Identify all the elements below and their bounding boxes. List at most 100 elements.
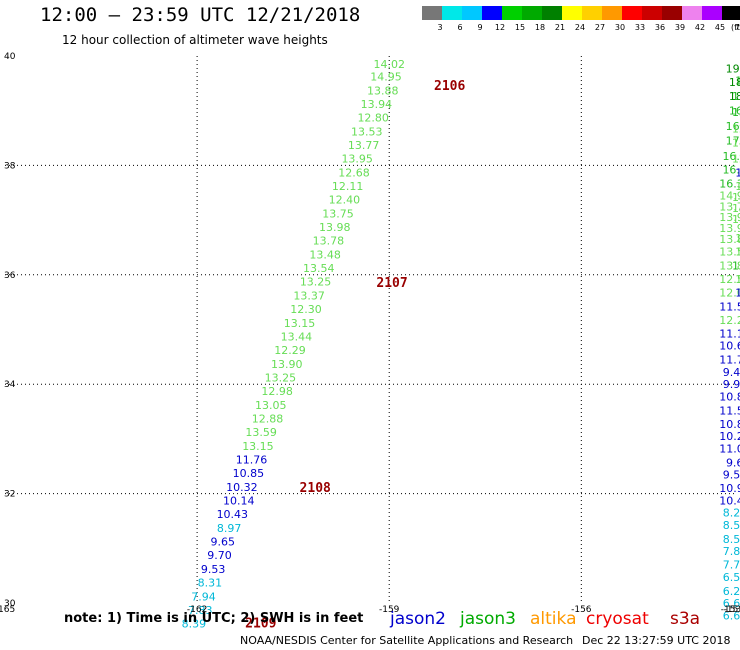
swh-value-label: 13.37 (293, 289, 325, 302)
swh-value-label: 10.43 (217, 508, 249, 521)
swh-value-label: 6.57 (723, 571, 740, 584)
color-scale-swatch (542, 6, 562, 20)
color-scale-swatch (522, 6, 542, 20)
color-scale-swatch (622, 6, 642, 20)
footer-note: note: 1) Time is in UTC; 2) SWH is in fe… (64, 611, 364, 626)
color-scale-swatch (482, 6, 502, 20)
swh-value-label: 12.52 (732, 153, 740, 166)
color-scale-label: 6 (457, 23, 462, 32)
x-tick-label: -165 (0, 605, 15, 615)
swh-value-label: 7.72 (723, 559, 740, 572)
color-scale-label: 30 (615, 23, 625, 32)
swh-value-label: 9.57 (723, 468, 740, 481)
swh-value-label: 13.10 (732, 213, 740, 226)
swh-value-label: 12.29 (274, 344, 306, 357)
swh-value-label: 15.44 (732, 106, 740, 119)
swh-value-label: 8.97 (217, 522, 242, 535)
swh-value-label: 13.15 (284, 317, 316, 330)
color-scale-swatch (642, 6, 662, 20)
color-scale-swatch (562, 6, 582, 20)
swh-value-label: 13.50 (719, 246, 740, 259)
swh-value-label: 12.01 (719, 287, 740, 300)
swh-value-label: 13.95 (341, 153, 373, 166)
swh-value-label: 14.50 (732, 191, 740, 204)
swh-value-label: 11.07 (719, 443, 740, 456)
swh-value-label: 8.25 (723, 507, 740, 520)
color-scale-label: 70 (735, 23, 740, 32)
swh-value-label: 13.97 (719, 222, 740, 235)
swh-value-label: 14.35 (732, 136, 740, 149)
swh-value-label: 13.94 (361, 98, 393, 111)
legend-entry-s3a: s3a (670, 609, 701, 629)
color-scale-label: 21 (555, 23, 565, 32)
swh-value-label: 13.88 (367, 84, 399, 97)
swh-value-label: 13.75 (322, 207, 354, 220)
y-tick-label: 40 (4, 52, 16, 62)
swh-value-label: 14.02 (373, 58, 405, 71)
swh-value-label: 13.50 (732, 202, 740, 215)
swh-value-label: 13.53 (351, 125, 383, 138)
swh-value-label: 13.05 (255, 399, 287, 412)
swh-value-label: 12.51 (719, 273, 740, 286)
swh-value-label: 10.84 (719, 418, 740, 431)
swh-value-label: 9.41 (723, 366, 740, 379)
swh-value-label: 13.90 (271, 358, 303, 371)
swh-value-label: 10.90 (719, 482, 740, 495)
swh-value-label: 11.79 (735, 166, 740, 179)
swh-value-label: 12.68 (338, 166, 370, 179)
color-scale-swatch (662, 6, 682, 20)
swh-value-label: 14.95 (370, 71, 402, 84)
swh-value-label: 6.64 (723, 609, 740, 622)
color-scale-label: 15 (515, 23, 525, 32)
swh-value-label: 13.46 (735, 232, 740, 245)
color-scale-swatch (722, 6, 740, 20)
y-tick-label: 36 (4, 271, 16, 281)
swh-value-label: 13.44 (281, 330, 313, 343)
x-tick-label: -153 (721, 605, 740, 615)
swh-value-label: 9.70 (207, 549, 232, 562)
color-scale-swatch (442, 6, 462, 20)
swh-value-label: 12.40 (329, 194, 361, 207)
color-scale-label: 3 (437, 23, 442, 32)
swh-value-label: 10.43 (719, 495, 740, 508)
swh-value-label: 17.95 (726, 135, 740, 148)
swh-value-label: 10.32 (226, 481, 258, 494)
swh-value-label: 10.31 (738, 300, 740, 313)
swh-value-label: 10.68 (719, 340, 740, 353)
swh-value-label: 11.76 (236, 454, 268, 467)
data-marks: 14.0214.9513.8813.9412.8013.5313.7713.95… (182, 58, 740, 632)
color-scale-label: 45 (715, 23, 725, 32)
swh-value-label: 17.81 (735, 74, 740, 87)
color-scale-label: 42 (695, 23, 705, 32)
swh-value-label: 16.21 (722, 150, 740, 163)
x-tick-label: -156 (571, 605, 592, 615)
color-scale-label: 36 (655, 23, 665, 32)
y-tick-label: 38 (4, 161, 16, 171)
swh-value-label: 13.30 (735, 246, 740, 259)
swh-value-label: 10.85 (233, 467, 265, 480)
axis-ticks: -165 -162 -159 -156 -153-15 30 32 34 36 38 40 (0, 52, 740, 615)
color-scale-swatch (582, 6, 602, 20)
swh-value-label: 18.64 (729, 76, 740, 89)
color-scale-label: (ft) (731, 23, 740, 32)
swh-value-label: 13.78 (313, 235, 345, 248)
swh-value-label: 18.08 (729, 90, 740, 103)
swh-value-label: 10.14 (223, 495, 255, 508)
chart-subtitle: 12 hour collection of altimeter wave hei… (62, 33, 328, 47)
swh-value-label: 7.81 (723, 545, 740, 558)
swh-value-label: 13.95 (719, 211, 740, 224)
swh-value-label: 13.80 (719, 233, 740, 246)
swh-value-label: 7.83 (188, 604, 213, 617)
color-scale-swatch (502, 6, 522, 20)
swh-value-label: 16.35 (719, 177, 740, 190)
swh-value-label: 13.25 (265, 371, 297, 384)
pass-time-label: 2106 (434, 79, 465, 94)
x-tick-label: -162 (187, 605, 207, 615)
swh-value-label: 12.11 (332, 180, 364, 193)
swh-value-label: 13.15 (242, 440, 274, 453)
color-scale-swatch (702, 6, 722, 20)
swh-value-label: 13.82 (719, 259, 740, 272)
swh-value-label: 16.87 (726, 120, 740, 133)
x-tick-label: -15 (724, 605, 739, 615)
